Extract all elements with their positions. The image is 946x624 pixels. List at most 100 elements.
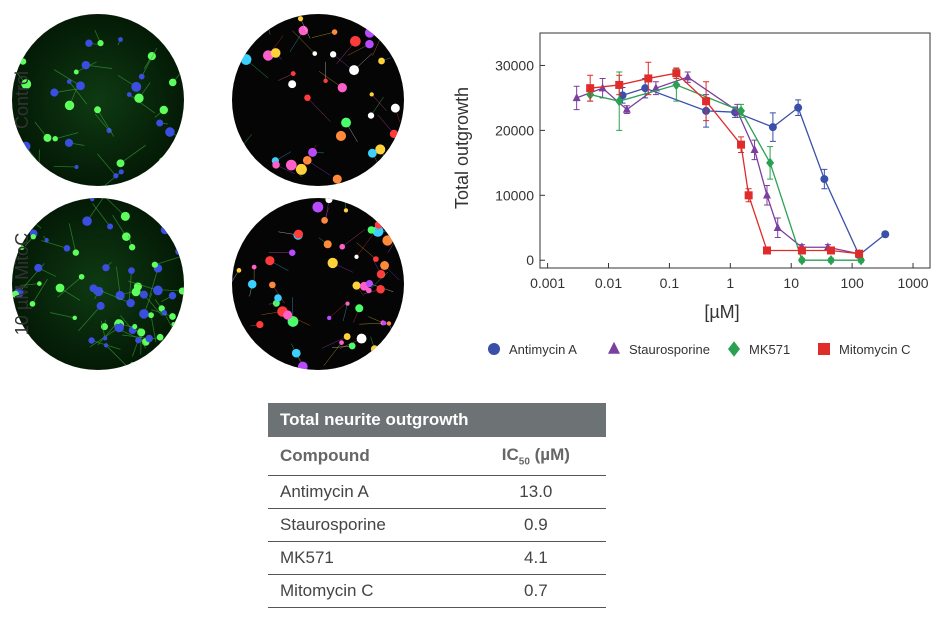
cell [327, 315, 332, 321]
header-text: (µM) [529, 444, 570, 464]
row-label: Control [12, 71, 32, 129]
point [766, 157, 775, 169]
table-row: Staurosporine 0.9 [268, 508, 606, 542]
neurite [68, 223, 77, 253]
neurite [12, 27, 16, 58]
cell [159, 105, 168, 115]
cell [78, 273, 85, 280]
cell [265, 256, 275, 266]
neurite [132, 365, 154, 370]
point [572, 93, 581, 102]
cell [370, 345, 379, 353]
neurite [12, 215, 27, 221]
cell [343, 208, 349, 213]
micrograph [232, 198, 404, 370]
legend-label: Staurosporine [629, 342, 710, 357]
cell [118, 169, 124, 175]
cell [159, 162, 168, 171]
cell [151, 261, 158, 268]
y-tick-label: 20000 [495, 122, 534, 138]
cell [329, 51, 337, 58]
neurite [235, 220, 240, 226]
cell [365, 279, 374, 288]
y-tick-label: 0 [526, 252, 534, 268]
neurite [105, 198, 126, 217]
cell [74, 165, 79, 170]
neurite [94, 113, 110, 131]
table-row: Antimycin A 13.0 [268, 475, 606, 509]
cell [262, 14, 271, 24]
point [644, 74, 653, 83]
neurite [44, 363, 68, 368]
cell [327, 257, 338, 269]
neurite [244, 341, 253, 348]
cell [343, 333, 351, 340]
neurite [356, 232, 375, 257]
neurite [370, 96, 384, 116]
neurite [92, 203, 111, 227]
cell [251, 264, 257, 270]
cell [382, 235, 393, 246]
table-cell: 13.0 [465, 475, 606, 509]
x-tick-label: 0.1 [660, 275, 680, 291]
neurite [100, 320, 106, 339]
neurite [154, 256, 180, 266]
cell [158, 157, 168, 166]
x-tick-label: 0.001 [530, 275, 565, 291]
point [762, 190, 771, 199]
cell [168, 78, 177, 87]
micrograph [12, 14, 184, 186]
neurite [20, 283, 40, 286]
point [744, 191, 753, 200]
cell [171, 15, 181, 24]
cell [369, 358, 376, 365]
neurite [97, 109, 115, 137]
cell [96, 301, 105, 310]
x-tick-label: 10 [783, 275, 799, 291]
cell [168, 291, 177, 300]
cell [37, 281, 42, 286]
point [762, 246, 771, 255]
cell [90, 198, 95, 202]
cell [349, 65, 360, 76]
cell [27, 166, 37, 176]
cell [175, 247, 183, 256]
series [618, 77, 890, 260]
cell [76, 81, 85, 91]
neurite [322, 336, 348, 349]
neurite [53, 165, 77, 168]
point [702, 97, 711, 106]
neurite [300, 18, 311, 39]
neurite [29, 198, 37, 219]
neurite [318, 71, 343, 88]
y-axis-label: Total outgrowth [452, 87, 472, 209]
cell [36, 169, 42, 175]
neurite [13, 205, 26, 235]
neurite [158, 198, 183, 206]
cell [116, 159, 125, 168]
cell [17, 35, 22, 41]
cell [73, 69, 79, 75]
series [572, 71, 864, 257]
cell [43, 133, 52, 142]
micrograph [232, 14, 404, 186]
cell [240, 54, 252, 65]
cell [106, 127, 112, 134]
cell [339, 340, 344, 345]
cell [297, 16, 304, 22]
cell [129, 362, 137, 370]
point [797, 255, 806, 266]
x-tick-label: 1 [726, 275, 734, 291]
neurite [12, 170, 32, 183]
cell [256, 321, 264, 329]
table-row: Mitomycin C 0.7 [268, 574, 606, 608]
cell [118, 37, 123, 42]
cell [290, 71, 296, 77]
cell [294, 229, 303, 239]
point [683, 72, 692, 81]
neurite [370, 366, 376, 370]
neurite [163, 166, 184, 186]
trend-line [622, 87, 886, 257]
neurite [386, 19, 397, 25]
